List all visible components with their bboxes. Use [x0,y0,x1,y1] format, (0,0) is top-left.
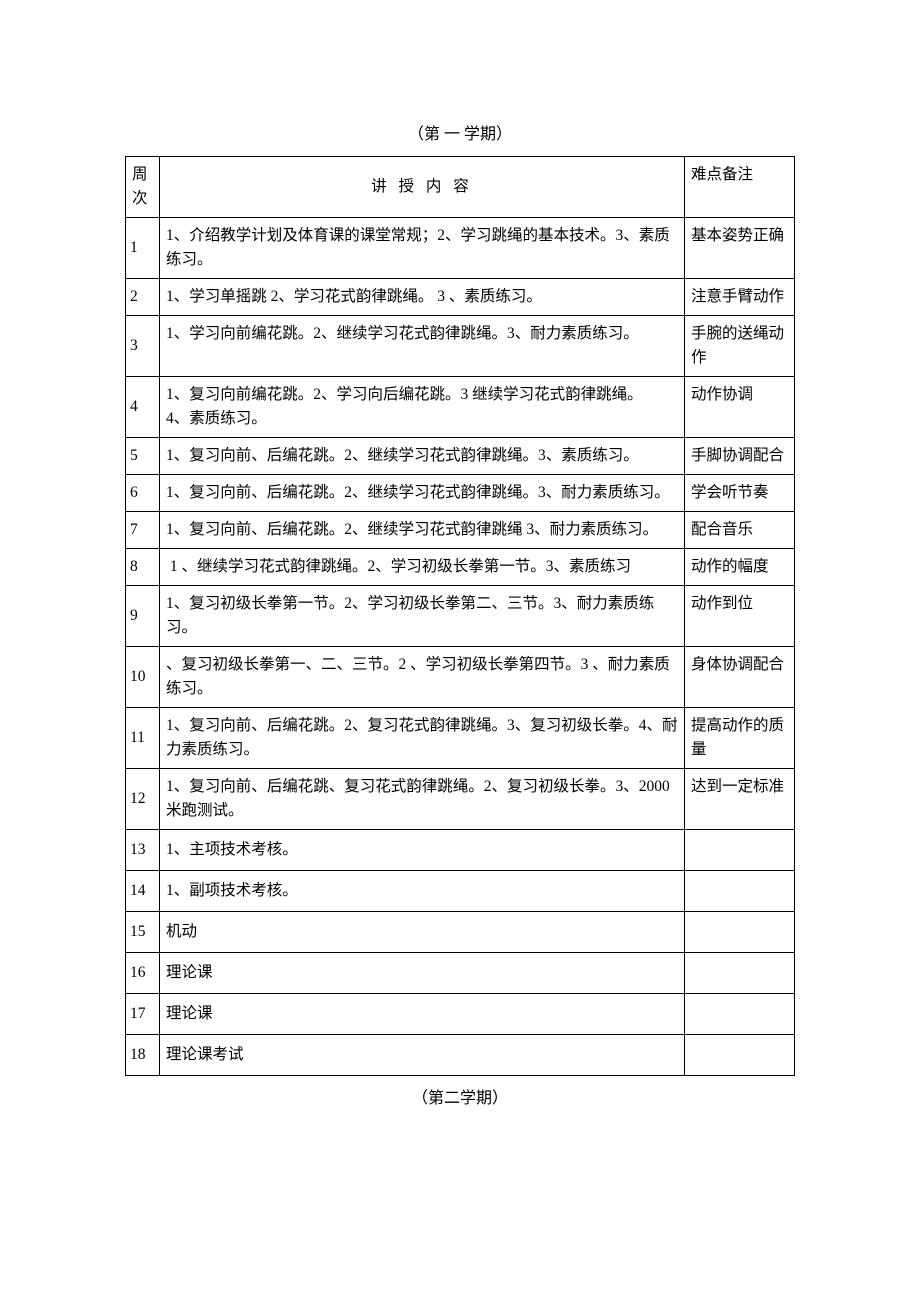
week-cell: 11 [126,708,160,769]
content-cell: 1、学习向前编花跳。2、继续学习花式韵律跳绳。3、耐力素质练习。 [160,316,685,377]
week-cell: 16 [126,953,160,994]
week-cell: 4 [126,377,160,438]
header-note: 难点备注 [685,157,795,218]
week-cell: 7 [126,512,160,549]
week-cell: 6 [126,475,160,512]
week-cell: 9 [126,586,160,647]
table-row: 11、介绍教学计划及体育课的课堂常规；2、学习跳绳的基本技术。3、素质练习。基本… [126,218,795,279]
content-cell: 1、复习向前、后编花跳、复习花式韵律跳绳。2、复习初级长拳。3、2000 米跑测… [160,769,685,830]
content-cell: 1、介绍教学计划及体育课的课堂常规；2、学习跳绳的基本技术。3、素质练习。 [160,218,685,279]
header-week: 周次 [126,157,160,218]
week-cell: 15 [126,912,160,953]
content-cell: 1、复习向前编花跳。2、学习向后编花跳。3 继续学习花式韵律跳绳。 4、素质练习… [160,377,685,438]
content-cell: 1、主项技术考核。 [160,830,685,871]
week-cell: 14 [126,871,160,912]
content-cell: 1、复习向前、后编花跳。2、继续学习花式韵律跳绳。3、耐力素质练习。 [160,475,685,512]
note-cell: 手腕的送绳动作 [685,316,795,377]
week-cell: 5 [126,438,160,475]
content-cell: 1、复习初级长拳第一节。2、学习初级长拳第二、三节。3、耐力素质练习。 [160,586,685,647]
note-cell: 学会听节奏 [685,475,795,512]
table-row: 17理论课 [126,994,795,1035]
table-row: 51、复习向前、后编花跳。2、继续学习花式韵律跳绳。3、素质练习。手脚协调配合 [126,438,795,475]
week-cell: 8 [126,549,160,586]
week-cell: 2 [126,279,160,316]
schedule-table: 周次 讲 授 内 容 难点备注 11、介绍教学计划及体育课的课堂常规；2、学习跳… [125,156,795,1076]
note-cell: 身体协调配合 [685,647,795,708]
week-cell: 12 [126,769,160,830]
table-row: 91、复习初级长拳第一节。2、学习初级长拳第二、三节。3、耐力素质练习。动作到位 [126,586,795,647]
content-cell: 1、副项技术考核。 [160,871,685,912]
week-cell: 3 [126,316,160,377]
table-row: 15机动 [126,912,795,953]
note-cell: 动作到位 [685,586,795,647]
table-row: 111、复习向前、后编花跳。2、复习花式韵律跳绳。3、复习初级长拳。4、耐力素质… [126,708,795,769]
note-cell: 手脚协调配合 [685,438,795,475]
note-cell: 注意手臂动作 [685,279,795,316]
table-row: 21、学习单摇跳 2、学习花式韵律跳绳。 3 、素质练习。注意手臂动作 [126,279,795,316]
content-cell: 理论课考试 [160,1035,685,1076]
week-cell: 13 [126,830,160,871]
title-bottom: （第二学期） [125,1084,795,1108]
note-cell [685,871,795,912]
table-row: 141、副项技术考核。 [126,871,795,912]
content-cell: 机动 [160,912,685,953]
note-cell: 基本姿势正确 [685,218,795,279]
content-cell: 1、复习向前、后编花跳。2、复习花式韵律跳绳。3、复习初级长拳。4、耐力素质练习… [160,708,685,769]
table-row: 61、复习向前、后编花跳。2、继续学习花式韵律跳绳。3、耐力素质练习。学会听节奏 [126,475,795,512]
content-cell: 1 、继续学习花式韵律跳绳。2、学习初级长拳第一节。3、素质练习 [160,549,685,586]
note-cell [685,1035,795,1076]
note-cell: 提高动作的质量 [685,708,795,769]
content-cell: 1、复习向前、后编花跳。2、继续学习花式韵律跳绳 3、耐力素质练习。 [160,512,685,549]
content-cell: 、复习初级长拳第一、二、三节。2 、学习初级长拳第四节。3 、耐力素质练习。 [160,647,685,708]
content-cell: 1、复习向前、后编花跳。2、继续学习花式韵律跳绳。3、素质练习。 [160,438,685,475]
table-header-row: 周次 讲 授 内 容 难点备注 [126,157,795,218]
note-cell: 动作的幅度 [685,549,795,586]
title-top: （第 一 学期） [125,120,795,144]
header-content: 讲 授 内 容 [160,157,685,218]
table-row: 10、复习初级长拳第一、二、三节。2 、学习初级长拳第四节。3 、耐力素质练习。… [126,647,795,708]
note-cell: 配合音乐 [685,512,795,549]
note-cell [685,953,795,994]
table-row: 121、复习向前、后编花跳、复习花式韵律跳绳。2、复习初级长拳。3、2000 米… [126,769,795,830]
note-cell [685,912,795,953]
week-cell: 10 [126,647,160,708]
note-cell [685,994,795,1035]
table-row: 8 1 、继续学习花式韵律跳绳。2、学习初级长拳第一节。3、素质练习动作的幅度 [126,549,795,586]
content-cell: 理论课 [160,953,685,994]
table-row: 16理论课 [126,953,795,994]
table-row: 31、学习向前编花跳。2、继续学习花式韵律跳绳。3、耐力素质练习。手腕的送绳动作 [126,316,795,377]
content-cell: 1、学习单摇跳 2、学习花式韵律跳绳。 3 、素质练习。 [160,279,685,316]
table-row: 41、复习向前编花跳。2、学习向后编花跳。3 继续学习花式韵律跳绳。 4、素质练… [126,377,795,438]
note-cell: 动作协调 [685,377,795,438]
note-cell [685,830,795,871]
table-row: 131、主项技术考核。 [126,830,795,871]
week-cell: 17 [126,994,160,1035]
content-cell: 理论课 [160,994,685,1035]
week-cell: 18 [126,1035,160,1076]
note-cell: 达到一定标准 [685,769,795,830]
table-row: 18理论课考试 [126,1035,795,1076]
table-row: 71、复习向前、后编花跳。2、继续学习花式韵律跳绳 3、耐力素质练习。配合音乐 [126,512,795,549]
week-cell: 1 [126,218,160,279]
